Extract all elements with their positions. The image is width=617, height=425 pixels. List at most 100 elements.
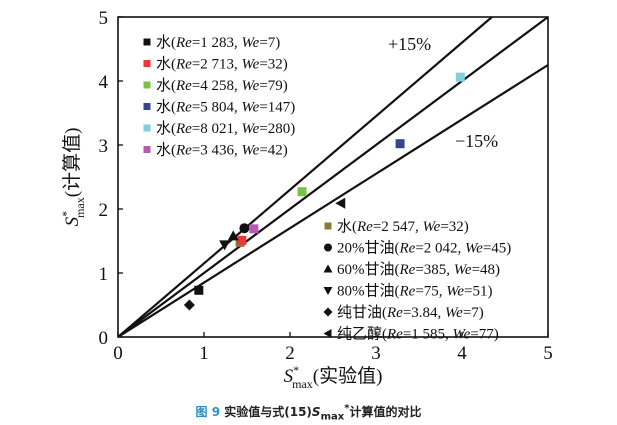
y-axis-label: S*max(计算值) xyxy=(59,128,87,227)
legend-marker xyxy=(143,146,151,153)
legend-text: We xyxy=(465,241,483,257)
reference-line xyxy=(118,64,548,337)
s-symbol: S xyxy=(284,366,294,387)
legend-text: =51) xyxy=(464,284,492,300)
legend-text: =42) xyxy=(259,143,287,159)
figure-number: 图 9 xyxy=(195,405,221,419)
legend-text: 水( xyxy=(156,142,176,159)
caption-rest: 计算值的对比 xyxy=(349,405,422,419)
data-point xyxy=(227,230,239,241)
y-axis-label-text: S*max(计算值) xyxy=(59,128,87,227)
caption-sub: max xyxy=(320,411,345,423)
x-axis-label: S* max(实验值) xyxy=(284,363,383,391)
x-tick-label: 1 xyxy=(199,343,209,364)
legend-entry: 水(Re=3 436, We=42) xyxy=(156,142,288,159)
legend-text: =79) xyxy=(259,78,287,94)
legend-text: 20%甘油( xyxy=(337,240,400,257)
legend-marker xyxy=(143,60,151,67)
legend-entry: 20%甘油(Re=2 042, We=45) xyxy=(337,240,511,257)
legend-text: Re xyxy=(386,305,403,321)
legend-text: Re xyxy=(175,143,192,159)
legend-text: Re xyxy=(399,241,416,257)
legend-text: We xyxy=(423,219,441,235)
superscript: * xyxy=(59,211,73,217)
legend-text: =2 042, xyxy=(415,241,465,257)
legend-text: 纯乙醇( xyxy=(337,326,387,343)
data-point xyxy=(297,187,307,197)
legend-text: We xyxy=(242,121,260,137)
legend-marker xyxy=(323,287,333,295)
legend-text: Re xyxy=(399,262,416,278)
reference-line xyxy=(118,17,548,337)
legend-text: =77) xyxy=(470,327,498,343)
legend-text: We xyxy=(445,305,463,321)
label-rest: (实验值) xyxy=(313,365,383,387)
legend-text: Re xyxy=(175,57,192,73)
data-point xyxy=(239,223,250,234)
legend-text: =7) xyxy=(259,35,280,51)
legend-text: =5 804, xyxy=(192,100,242,116)
caption-s: S xyxy=(311,405,321,419)
legend-marker xyxy=(323,307,333,317)
y-tick-label: 4 xyxy=(99,72,109,93)
legend-text: We xyxy=(242,78,260,94)
x-tick-label: 5 xyxy=(543,343,553,364)
legend-text: =48) xyxy=(472,262,500,278)
legend-text: 纯甘油( xyxy=(337,304,387,321)
superscript: * xyxy=(293,363,299,377)
legend-marker xyxy=(143,38,151,46)
legend-marker xyxy=(323,329,332,338)
legend-text: We xyxy=(446,284,464,300)
legend-entry: 纯乙醇(Re=1 585, We=77) xyxy=(337,326,499,343)
lower-bound-label: −15% xyxy=(455,131,498,151)
legend-text: =2 547, xyxy=(373,219,423,235)
x-tick-label: 3 xyxy=(371,343,381,364)
legend-marker xyxy=(323,264,333,273)
data-point xyxy=(194,285,204,295)
data-point xyxy=(237,235,247,245)
legend-text: Re xyxy=(399,284,416,300)
legend-text: 水( xyxy=(156,99,176,116)
legend-text: Re xyxy=(175,100,192,116)
legend-text: =147) xyxy=(259,100,295,116)
caption-text: 实验值与式(15) xyxy=(224,405,312,419)
legend-text: 60%甘油( xyxy=(337,261,400,278)
legend-entry: 纯甘油(Re=3.84, We=7) xyxy=(337,304,484,321)
legend-entry: 水(Re=1 283, We=7) xyxy=(156,34,280,51)
legend-marker xyxy=(143,81,151,89)
legend-text: =3 436, xyxy=(192,143,242,159)
legend-text: Re xyxy=(175,121,192,137)
subscript: max xyxy=(292,377,313,391)
legend-text: =4 258, xyxy=(192,78,242,94)
legend-marker xyxy=(324,222,332,230)
y-tick-label: 2 xyxy=(99,200,109,221)
legend-text: 水( xyxy=(156,120,176,137)
legend-text: =1 283, xyxy=(192,35,242,51)
legend-entry: 水(Re=8 021, We=280) xyxy=(156,120,295,137)
legend-entry: 水(Re=2 713, We=32) xyxy=(156,56,288,73)
y-tick-label: 3 xyxy=(99,136,109,157)
legend-entry: 水(Re=5 804, We=147) xyxy=(156,99,295,116)
legend-entry: 60%甘油(Re=385, We=48) xyxy=(337,261,500,278)
data-point xyxy=(249,224,259,234)
legend-text: =75, xyxy=(415,284,446,300)
y-tick-label: 5 xyxy=(99,8,109,29)
x-tick-label: 0 xyxy=(113,343,123,364)
legend-text: =45) xyxy=(483,241,511,257)
legend-text: We xyxy=(242,143,260,159)
caption-sup: * xyxy=(344,403,350,414)
data-point xyxy=(219,240,231,251)
legend-text: =1 585, xyxy=(403,327,453,343)
label-rest: (计算值) xyxy=(61,128,83,198)
s-symbol: S xyxy=(62,216,83,226)
legend-text: =2 713, xyxy=(192,57,242,73)
x-axis-label-text: S* max(实验值) xyxy=(284,363,383,391)
legend-text: We xyxy=(242,100,260,116)
data-point xyxy=(455,72,465,82)
upper-bound-label: +15% xyxy=(388,34,431,54)
legend-text: =8 021, xyxy=(192,121,242,137)
legend-text: 水( xyxy=(337,218,357,235)
legend-text: We xyxy=(242,57,260,73)
